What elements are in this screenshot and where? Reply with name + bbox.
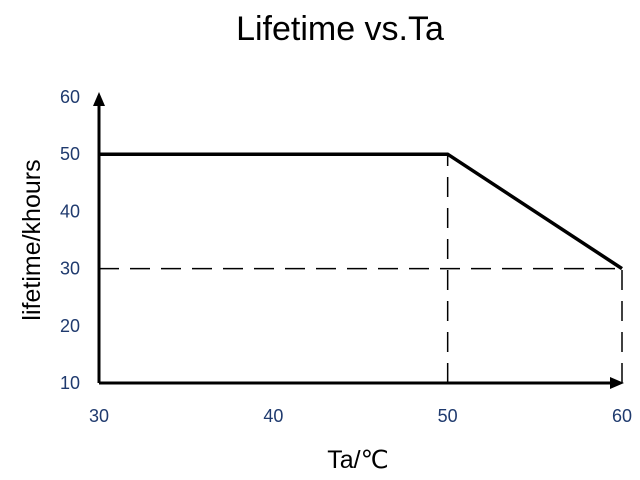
y-tick-label: 30 bbox=[60, 259, 80, 279]
x-axis-arrow bbox=[610, 377, 624, 389]
x-axis-label: Ta/℃ bbox=[327, 446, 388, 474]
y-tick-label: 10 bbox=[60, 373, 80, 393]
tick-labels: 30 40 50 60 10 20 30 40 50 60 bbox=[60, 87, 632, 426]
y-axis-arrow bbox=[93, 92, 105, 106]
x-tick-label: 60 bbox=[612, 406, 632, 426]
x-tick-label: 40 bbox=[263, 406, 283, 426]
x-tick-label: 30 bbox=[89, 406, 109, 426]
y-tick-label: 40 bbox=[60, 201, 80, 221]
data-series bbox=[99, 152, 623, 271]
x-tick-label: 50 bbox=[438, 406, 458, 426]
y-axis-label: lifetime/khours bbox=[18, 159, 46, 320]
reference-lines bbox=[99, 154, 623, 383]
axes bbox=[93, 92, 624, 389]
series-line-0 bbox=[99, 152, 623, 271]
y-tick-label: 50 bbox=[60, 144, 80, 164]
y-tick-label: 20 bbox=[60, 316, 80, 336]
y-tick-label: 60 bbox=[60, 87, 80, 107]
chart-title: Lifetime vs.Ta bbox=[236, 10, 444, 48]
